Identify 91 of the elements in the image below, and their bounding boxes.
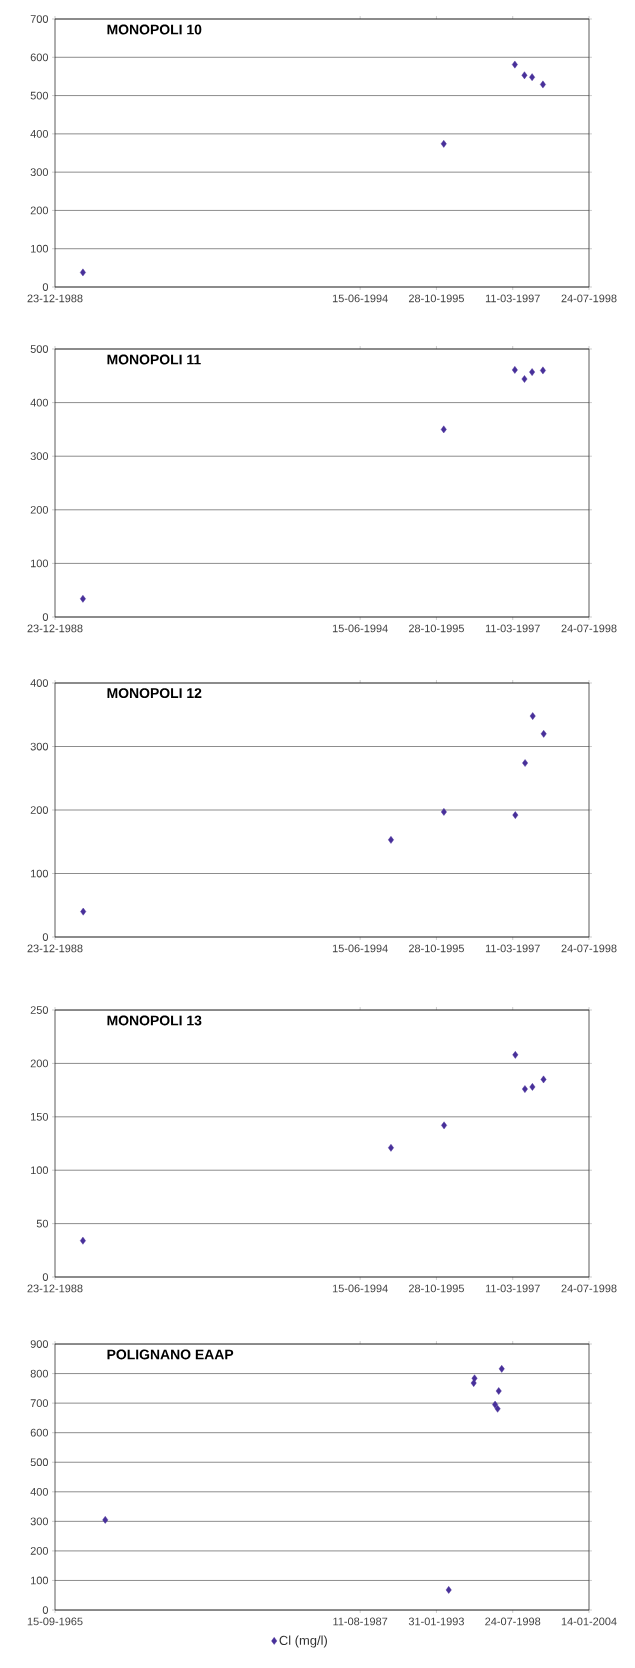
x-tick-label: 15-06-1994 [332, 1284, 388, 1293]
point [540, 1075, 547, 1084]
x-tick-label: 11-03-1997 [485, 624, 540, 633]
point [388, 836, 394, 844]
point [522, 759, 528, 767]
y-tick-label: 500 [30, 1458, 49, 1467]
y-tick-label: 0 [42, 933, 49, 941]
y-tick-label: 700 [30, 15, 49, 23]
point [529, 73, 535, 81]
point [529, 368, 535, 376]
x-tick-label: 15-06-1994 [332, 944, 388, 953]
y-tick-label: 100 [31, 244, 49, 253]
y-tick-label: 0 [42, 613, 49, 621]
x-tick-label: 28-10-1995 [408, 624, 464, 633]
x-tick-label: 28-10-1995 [408, 1284, 464, 1293]
point [529, 1083, 536, 1091]
y-tick-label: 0 [42, 1273, 49, 1281]
point [440, 425, 447, 434]
y-tick-label: 100 [31, 1576, 49, 1585]
y-tick-label: 100 [31, 559, 49, 568]
x-tick-label: 23-12-1988 [27, 294, 83, 303]
chart-title: MONOPOLI 12 [107, 688, 202, 699]
y-tick-label: 300 [30, 168, 49, 177]
point [512, 811, 519, 819]
y-tick-label: 50 [36, 1219, 49, 1228]
y-tick-label: 400 [30, 129, 49, 138]
point [440, 140, 447, 148]
chart-title: MONOPOLI 13 [107, 1015, 202, 1026]
y-tick-label: 800 [30, 1369, 49, 1378]
point [511, 366, 518, 374]
point [471, 1374, 478, 1383]
point [522, 1085, 528, 1093]
x-tick-label: 15-06-1994 [332, 294, 388, 303]
point [494, 1404, 501, 1413]
x-tick-label: 31-01-1993 [408, 1617, 464, 1626]
y-tick-label: 200 [30, 806, 49, 814]
y-tick-label: 900 [30, 1340, 49, 1348]
point [102, 1516, 109, 1524]
y-tick-label: 200 [30, 505, 49, 514]
x-tick-label: 24-07-1998 [561, 944, 617, 953]
x-tick-label: 24-07-1998 [561, 624, 617, 633]
y-tick-label: 400 [30, 1487, 49, 1496]
x-tick-label: 15-09-1965 [27, 1617, 83, 1626]
point [529, 712, 536, 720]
point [495, 1387, 502, 1395]
y-tick-label: 400 [30, 679, 49, 687]
legend-label: Cl (mg/l) [279, 1635, 327, 1648]
y-tick-label: 500 [30, 91, 49, 100]
y-tick-label: 200 [30, 1059, 49, 1068]
y-tick-label: 700 [30, 1399, 49, 1408]
chart-title: POLIGNANO EAAP [107, 1349, 234, 1360]
point [511, 60, 518, 69]
x-tick-label: 11-03-1997 [485, 294, 540, 303]
point [521, 375, 528, 383]
y-tick-label: 300 [30, 1517, 49, 1526]
x-tick-label: 11-03-1997 [485, 944, 540, 953]
x-tick-label: 11-03-1997 [485, 1284, 540, 1293]
y-tick-label: 300 [30, 742, 49, 751]
x-tick-label: 24-07-1998 [561, 294, 617, 303]
x-tick-label: 23-12-1988 [27, 624, 83, 633]
point [441, 808, 447, 816]
y-tick-label: 300 [30, 452, 49, 461]
point [498, 1365, 505, 1373]
x-tick-label: 28-10-1995 [408, 944, 464, 953]
chart-title: MONOPOLI 10 [107, 24, 202, 35]
y-tick-label: 150 [31, 1112, 49, 1121]
y-tick-label: 600 [30, 53, 49, 62]
x-tick-label: 28-10-1995 [408, 294, 464, 303]
y-tick-label: 200 [30, 206, 49, 215]
point [540, 730, 547, 738]
point [80, 907, 87, 916]
y-tick-label: 0 [42, 283, 49, 291]
x-tick-label: 15-06-1994 [332, 624, 388, 633]
x-tick-label: 23-12-1988 [27, 1284, 83, 1293]
y-tick-label: 500 [30, 345, 49, 353]
y-tick-label: 600 [30, 1428, 49, 1437]
y-tick-label: 0 [42, 1606, 49, 1614]
y-tick-label: 400 [30, 398, 49, 407]
x-tick-label: 11-08-1987 [333, 1617, 388, 1626]
point [445, 1586, 452, 1594]
x-tick-label: 24-07-1998 [561, 1284, 617, 1293]
y-tick-label: 100 [31, 869, 49, 878]
y-tick-label: 100 [31, 1166, 49, 1175]
chart-title: MONOPOLI 11 [107, 354, 201, 365]
x-tick-label: 24-07-1998 [485, 1617, 541, 1626]
y-tick-label: 250 [30, 1006, 49, 1014]
x-tick-label: 23-12-1988 [27, 944, 83, 953]
x-tick-label: 14-01-2004 [561, 1617, 617, 1626]
y-tick-label: 200 [30, 1547, 49, 1555]
point [521, 71, 528, 80]
point [512, 1051, 519, 1059]
